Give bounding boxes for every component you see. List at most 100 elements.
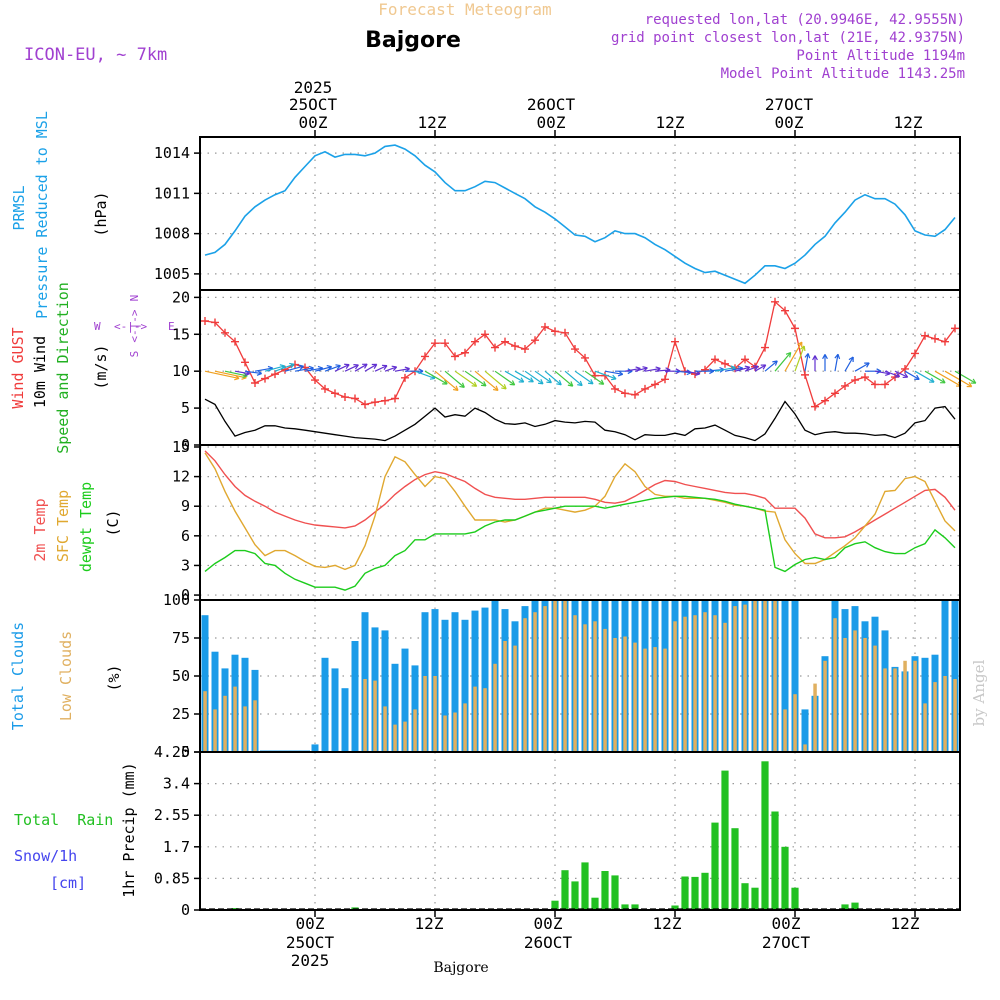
- wind-arrow-head: [902, 372, 909, 379]
- precip-bar: [851, 902, 859, 910]
- wind-arrow-head: [929, 377, 935, 383]
- wind-arrow-head: [760, 364, 767, 370]
- top-tick-label: 12Z: [418, 113, 447, 132]
- total-cloud-bar: [381, 630, 389, 752]
- wind-arrow: [764, 360, 778, 372]
- temperature-y-tick-label: 12: [172, 468, 190, 486]
- top-tick-label: 00Z: [775, 113, 804, 132]
- low-cloud-bar: [473, 686, 477, 752]
- wind-arrow: [264, 365, 285, 372]
- wind-arrow-head: [800, 345, 806, 352]
- gust-line: [204, 300, 956, 408]
- low-cloud-bar: [203, 691, 207, 752]
- wind-arrow: [644, 367, 661, 372]
- low-cloud-bar: [783, 709, 787, 752]
- wind-arrow-head: [537, 379, 544, 385]
- location-title: Bajgore: [365, 28, 461, 53]
- wind-arrow-head: [371, 363, 378, 369]
- precip-bar: [561, 870, 569, 910]
- low-cloud-bar: [853, 630, 857, 752]
- wind-arrow: [904, 370, 920, 380]
- wind-arrow: [484, 370, 507, 390]
- wind-arrow-head: [471, 381, 478, 387]
- compass-s-label: S: [128, 351, 141, 358]
- clouds-y-tick-label: 0: [181, 743, 190, 761]
- low-cloud-bar: [953, 679, 957, 752]
- precip-y-tick-label: 3.4: [163, 775, 190, 793]
- wind-arrow-head: [611, 374, 617, 381]
- wind-arrow: [454, 370, 477, 387]
- low-cloud-bar: [703, 612, 707, 752]
- low-cloud-bar: [533, 612, 537, 752]
- low-cloud-bar: [743, 604, 747, 752]
- bottom-tick-label: 27OCT: [762, 933, 811, 952]
- gust-marker: [451, 352, 459, 361]
- temperature-y-tick-label: 3: [181, 556, 190, 574]
- precip-unit: 1hr Precip (mm): [120, 762, 138, 897]
- wind-label-gust: Wind GUST: [9, 327, 27, 408]
- pressure-label-prmsl: PRMSL: [10, 185, 28, 230]
- wind-arrow: [584, 370, 605, 385]
- temp-2m-line: [204, 450, 956, 539]
- gust-marker: [881, 380, 889, 389]
- wind-y-tick-label: 10: [172, 362, 190, 380]
- low-cloud-bar: [513, 645, 517, 752]
- gust-marker: [581, 353, 589, 362]
- precip-bar: [691, 876, 699, 910]
- wind-arrow-head: [753, 365, 759, 371]
- bottom-tick-label: 25OCT: [286, 933, 335, 952]
- wind-arrow: [734, 366, 750, 372]
- wind-arrow: [414, 370, 436, 380]
- wind-arrow-head: [492, 385, 499, 392]
- wind-arrow-head: [822, 354, 828, 360]
- low-cloud-bar: [893, 668, 897, 752]
- precip-bar: [631, 904, 639, 910]
- wind-arrow-head: [772, 360, 778, 366]
- low-cloud-bar: [403, 721, 407, 752]
- gust-marker: [371, 398, 379, 407]
- wind-arrow-head: [509, 380, 516, 386]
- wind-arrow: [284, 365, 304, 372]
- precip-bar: [771, 811, 779, 910]
- precip-bar: [571, 881, 579, 910]
- wind-arrow-head: [391, 365, 398, 372]
- clouds-y-tick-label: 50: [172, 667, 190, 685]
- gust-marker: [461, 348, 469, 357]
- gust-marker: [271, 370, 279, 379]
- wind-arrow-head: [598, 379, 605, 385]
- pressure-y-tick-label: 1011: [154, 184, 190, 202]
- compass-w-label: W: [94, 320, 101, 333]
- footer-location: Bajgore: [433, 960, 488, 976]
- low-cloud-bar: [443, 715, 447, 752]
- wind-arrow-head: [894, 372, 901, 378]
- gust-marker: [391, 394, 399, 403]
- precip-bar: [791, 887, 799, 910]
- low-cloud-bar: [753, 600, 757, 752]
- pressure-y-tick-label: 1014: [154, 144, 190, 162]
- temp-label-dew: dewpt Temp: [77, 482, 95, 572]
- total-cloud-bar: [801, 709, 809, 752]
- wind-arrow-head: [459, 382, 465, 388]
- gust-marker: [781, 306, 789, 315]
- compass-arrows: <-|->: [114, 320, 147, 333]
- wind-arrow: [544, 370, 562, 386]
- gust-marker: [511, 342, 519, 351]
- gust-marker: [941, 337, 949, 346]
- gust-marker: [251, 379, 259, 387]
- low-cloud-bar: [803, 744, 807, 752]
- top-tick-label: 25OCT: [289, 95, 338, 114]
- wind-arrow: [214, 370, 247, 379]
- pressure-panel: 1005 1008 1011 1014: [154, 136, 961, 291]
- wind-arrow-head: [335, 364, 341, 370]
- temperature-y-tick-label: 0: [181, 586, 190, 604]
- clouds-y-tick-label: 25: [172, 705, 190, 723]
- wind-arrow: [924, 370, 946, 384]
- gust-marker: [521, 345, 529, 354]
- gust-marker: [441, 339, 449, 348]
- wind-arrow: [514, 370, 534, 383]
- total-cloud-bar: [241, 657, 249, 752]
- wind-arrow: [804, 353, 809, 372]
- wind-arrow-head: [848, 356, 854, 363]
- gust-marker: [541, 322, 549, 331]
- wind-arrow-head: [797, 341, 803, 348]
